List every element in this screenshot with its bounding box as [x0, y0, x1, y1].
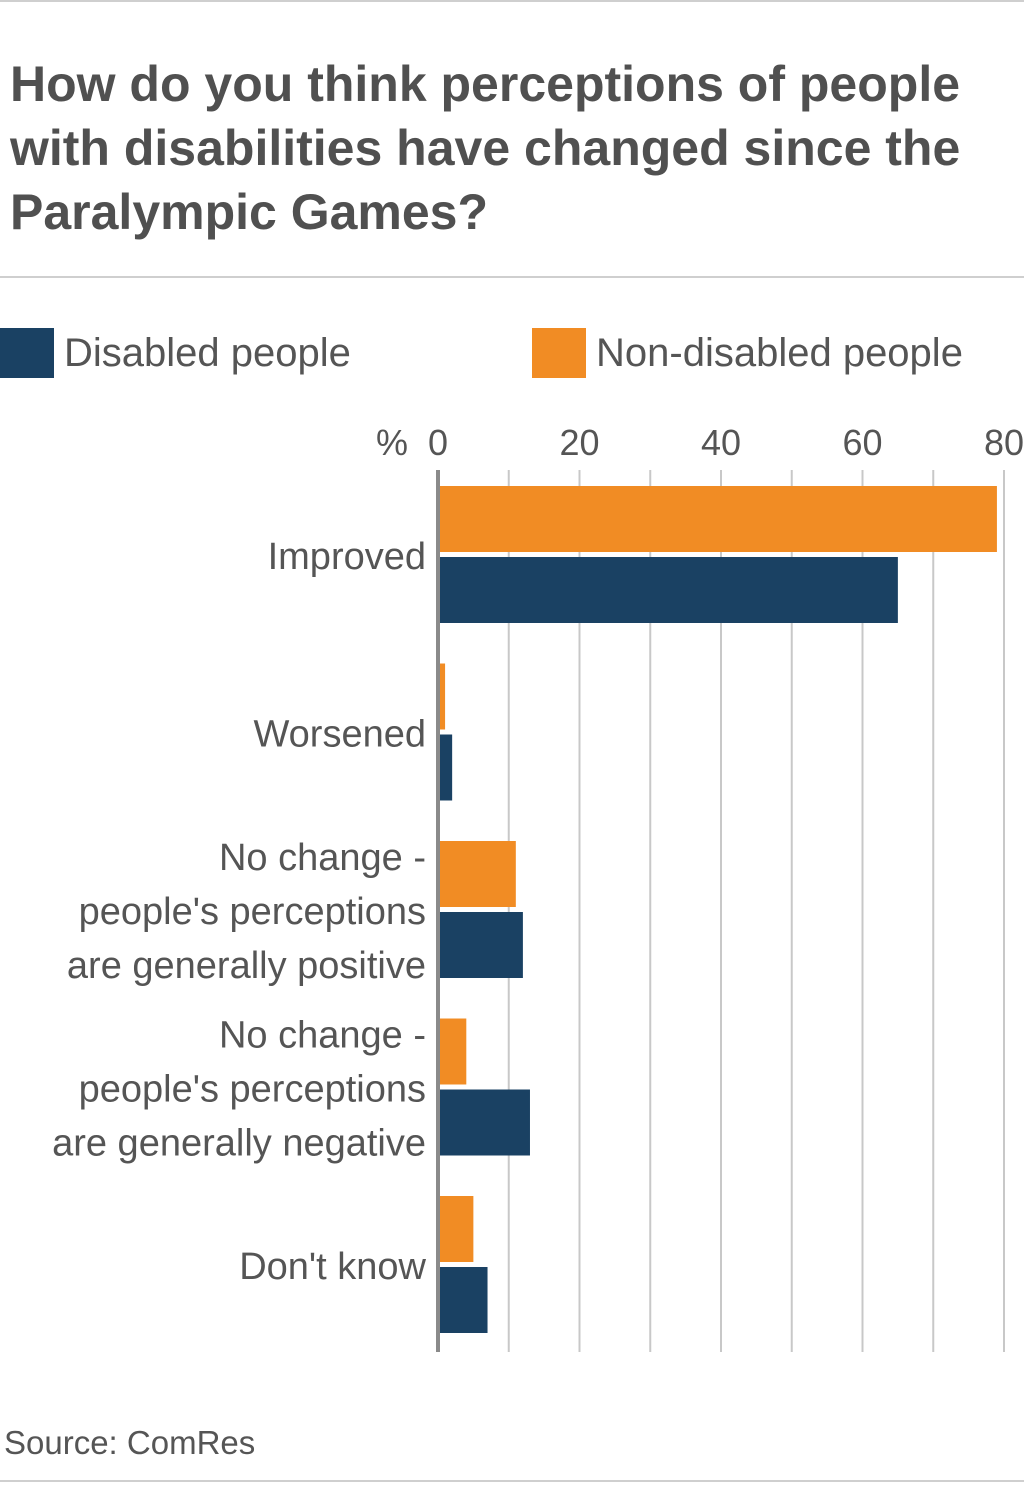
bar-disabled — [438, 557, 898, 623]
source-note: Source: ComRes — [4, 1424, 256, 1461]
bottom-rule — [0, 1480, 1024, 1482]
category-label-line: are generally negative — [52, 1123, 426, 1165]
legend-swatch-disabled — [0, 328, 54, 378]
bar-non-disabled — [438, 663, 446, 730]
category-label-line: No change - — [219, 837, 426, 879]
x-tick-label: 0 — [428, 422, 448, 463]
bar-disabled — [438, 1267, 488, 1333]
x-tick-label: 20 — [559, 422, 599, 463]
category-label-line: people's perceptions — [79, 891, 426, 933]
legend-label-disabled: Disabled people — [64, 330, 351, 375]
category-label: Don't know — [239, 1246, 426, 1288]
bar-non-disabled — [438, 1018, 467, 1085]
category-label-line: Worsened — [253, 714, 426, 756]
category-label: Improved — [268, 536, 426, 578]
top-rule — [0, 0, 1024, 2]
x-tick-label: 60 — [842, 422, 882, 463]
bar-non-disabled — [438, 841, 516, 907]
legend-item-non-disabled: Non-disabled people — [532, 328, 963, 378]
category-label: Worsened — [253, 714, 426, 756]
x-tick-label: 40 — [701, 422, 741, 463]
bar-disabled — [438, 734, 453, 801]
category-label-line: Don't know — [239, 1246, 426, 1288]
category-label: No change - people's perceptions are gener… — [67, 837, 426, 987]
title-divider — [0, 276, 1024, 278]
bar-chart: 0 20 40 60 80% Improved Worsened No change - peo… — [52, 422, 1024, 1352]
x-tick-label: 80 — [984, 422, 1024, 463]
category-label-line: No change - — [219, 1015, 426, 1057]
legend-item-disabled: Disabled people — [0, 328, 351, 378]
category-label-line: people's perceptions — [79, 1069, 426, 1111]
bar-disabled — [438, 1089, 530, 1156]
bar-non-disabled — [438, 1196, 474, 1262]
legend-label-non-disabled: Non-disabled people — [596, 330, 963, 375]
axis-unit-label: % — [376, 422, 408, 463]
chart-title: How do you think perceptions of people w… — [10, 56, 961, 240]
bar-disabled — [438, 912, 523, 978]
category-label: No change - people's perceptions are gener… — [52, 1015, 426, 1165]
category-label-line: are generally positive — [67, 945, 426, 987]
bar-non-disabled — [438, 486, 997, 552]
category-label-line: Improved — [268, 536, 426, 578]
legend-swatch-non-disabled — [532, 328, 586, 378]
